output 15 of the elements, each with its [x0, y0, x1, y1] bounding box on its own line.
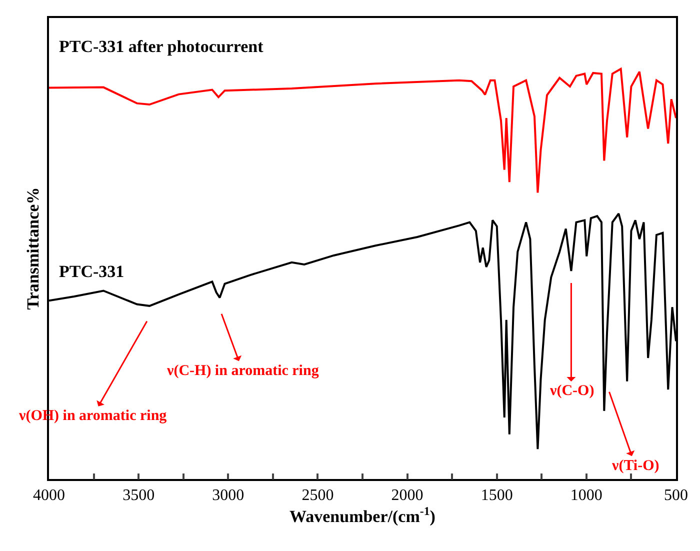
x-axis-title: Wavenumber/(cm$^{-1}$)	[290, 504, 436, 526]
series-label: PTC-331	[59, 262, 124, 281]
x-tick-label: 1500	[480, 486, 513, 504]
x-tick-label: 3500	[122, 486, 155, 504]
annotation: ν(Ti-O)	[611, 458, 660, 474]
series-label: PTC-331 after photocurrent	[59, 37, 264, 56]
x-tick-label: 3000	[212, 486, 244, 504]
annotation: ν(C-O)	[549, 383, 594, 399]
y-axis-title: Transmittance%	[23, 187, 42, 310]
x-tick-label: 1000	[570, 486, 602, 504]
x-tick-label: 2500	[302, 486, 334, 504]
annotation: ν(C-H) in aromatic ring	[166, 363, 320, 379]
x-tick-label: 500	[664, 486, 688, 504]
x-tick-label: 4000	[33, 486, 65, 504]
x-tick-label: 2000	[391, 486, 424, 504]
